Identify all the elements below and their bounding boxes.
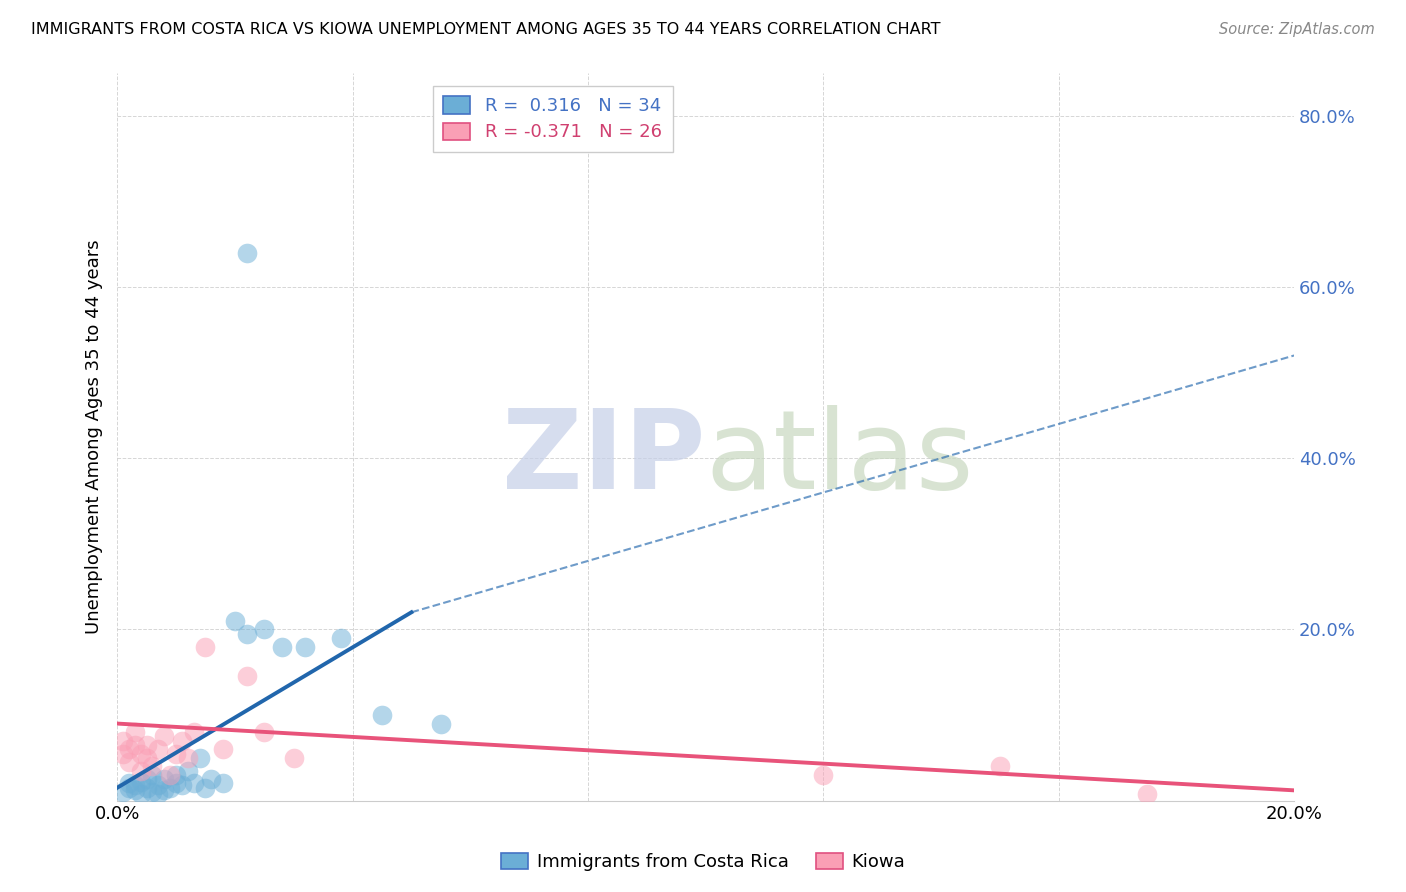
Point	[153, 783, 176, 797]
Point	[235, 245, 257, 260]
Point	[1136, 787, 1159, 801]
Point	[135, 751, 157, 765]
Point	[194, 780, 217, 795]
Point	[329, 631, 352, 645]
Point	[124, 738, 146, 752]
Point	[124, 783, 146, 797]
Legend: Immigrants from Costa Rica, Kiowa: Immigrants from Costa Rica, Kiowa	[494, 846, 912, 879]
Point	[118, 755, 141, 769]
Point	[177, 751, 200, 765]
Point	[212, 742, 235, 756]
Point	[177, 764, 200, 778]
Point	[118, 776, 141, 790]
Point	[371, 708, 394, 723]
Point	[124, 778, 146, 792]
Point	[294, 640, 316, 654]
Text: ZIP: ZIP	[502, 405, 706, 512]
Point	[159, 780, 181, 795]
Point	[235, 626, 257, 640]
Point	[112, 733, 135, 747]
Y-axis label: Unemployment Among Ages 35 to 44 years: Unemployment Among Ages 35 to 44 years	[86, 239, 103, 634]
Point	[135, 780, 157, 795]
Point	[170, 778, 193, 792]
Point	[124, 725, 146, 739]
Point	[112, 747, 135, 761]
Point	[988, 759, 1011, 773]
Point	[183, 725, 205, 739]
Point	[188, 751, 211, 765]
Point	[235, 669, 257, 683]
Point	[129, 787, 152, 801]
Point	[271, 640, 294, 654]
Point	[194, 640, 217, 654]
Point	[148, 778, 170, 792]
Legend: R =  0.316   N = 34, R = -0.371   N = 26: R = 0.316 N = 34, R = -0.371 N = 26	[433, 86, 672, 153]
Point	[135, 772, 157, 787]
Point	[212, 776, 235, 790]
Point	[165, 768, 187, 782]
Point	[165, 776, 187, 790]
Point	[253, 725, 276, 739]
Point	[159, 768, 181, 782]
Text: IMMIGRANTS FROM COSTA RICA VS KIOWA UNEMPLOYMENT AMONG AGES 35 TO 44 YEARS CORRE: IMMIGRANTS FROM COSTA RICA VS KIOWA UNEM…	[31, 22, 941, 37]
Point	[118, 780, 141, 795]
Point	[148, 742, 170, 756]
Point	[148, 787, 170, 801]
Point	[170, 733, 193, 747]
Point	[813, 768, 835, 782]
Point	[135, 738, 157, 752]
Point	[183, 776, 205, 790]
Point	[129, 747, 152, 761]
Point	[141, 785, 163, 799]
Point	[129, 774, 152, 789]
Point	[200, 772, 222, 787]
Point	[165, 747, 187, 761]
Text: atlas: atlas	[706, 405, 974, 512]
Point	[141, 759, 163, 773]
Point	[141, 768, 163, 782]
Point	[430, 716, 453, 731]
Point	[118, 742, 141, 756]
Point	[283, 751, 305, 765]
Text: Source: ZipAtlas.com: Source: ZipAtlas.com	[1219, 22, 1375, 37]
Point	[153, 772, 176, 787]
Point	[112, 785, 135, 799]
Point	[224, 614, 246, 628]
Point	[129, 764, 152, 778]
Point	[253, 623, 276, 637]
Point	[153, 730, 176, 744]
